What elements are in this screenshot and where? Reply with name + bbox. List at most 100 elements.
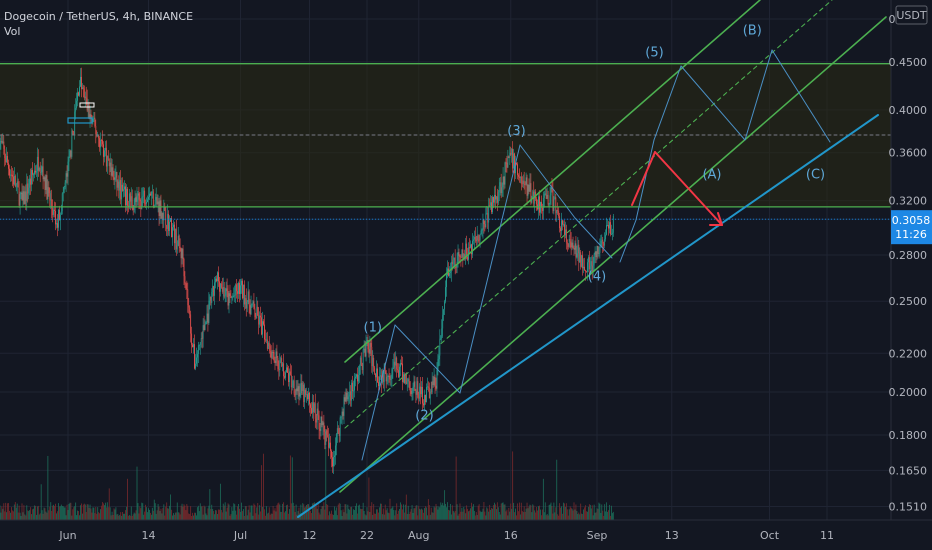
volume-bar [535, 512, 537, 520]
candle-body [305, 389, 307, 395]
candle-body [36, 156, 38, 172]
candle-body [6, 156, 8, 163]
projection-segment[interactable] [619, 219, 637, 263]
volume-bar [19, 512, 21, 520]
channel-lower-line[interactable] [339, 16, 887, 493]
volume-bar [556, 459, 558, 520]
trendline-drawings[interactable] [0, 0, 892, 518]
price-axis-panel[interactable] [891, 0, 932, 520]
candle-body [453, 257, 455, 260]
candle-body [165, 207, 167, 226]
volume-bar [346, 513, 348, 520]
volume-bar [33, 508, 34, 520]
forecast-arrow-down[interactable] [654, 151, 723, 226]
volume-bar [462, 511, 464, 520]
volume-bar [255, 513, 257, 520]
volume-bar [442, 502, 444, 520]
volume-bar [200, 506, 202, 520]
candle-body [265, 339, 267, 341]
forecast-arrow-up[interactable] [631, 151, 656, 206]
candle-body [538, 196, 539, 210]
candle-body [243, 284, 245, 305]
candle-body [7, 156, 9, 164]
candle-body [423, 403, 424, 406]
wave-segment[interactable] [361, 324, 396, 461]
volume-bar [247, 509, 249, 520]
volume-bar [172, 515, 173, 520]
projection-segment[interactable] [680, 65, 746, 141]
volume-bar [175, 512, 177, 520]
volume-bar [479, 510, 481, 520]
candle-body [504, 162, 506, 185]
candle-body [119, 179, 121, 191]
candle-body [597, 245, 599, 254]
candle-body [153, 204, 155, 207]
volume-bar [421, 508, 423, 520]
volume-bar [46, 512, 48, 520]
wave-segment[interactable] [459, 144, 521, 394]
candle-body [377, 368, 378, 383]
volume-bar [552, 513, 554, 520]
volume-legend[interactable]: Vol [4, 25, 21, 38]
price-marker[interactable] [79, 102, 95, 108]
volume-bar [179, 514, 181, 520]
wave-segment[interactable] [394, 324, 461, 394]
time-axis-panel[interactable] [0, 520, 932, 550]
candle-body [173, 224, 174, 228]
volume-bar [370, 505, 372, 520]
candle-body [458, 252, 460, 256]
volume-bar [380, 503, 381, 520]
candle-body [376, 368, 377, 378]
candle-body [382, 370, 384, 382]
candle-body [568, 238, 570, 247]
candle-body [88, 103, 90, 120]
volume-bar [420, 509, 422, 520]
volume-bar [64, 507, 66, 520]
candle-body [98, 135, 100, 139]
candle-body [434, 376, 436, 386]
projection-segment[interactable] [771, 49, 831, 143]
channel-upper-line[interactable] [344, 0, 761, 363]
volume-bar [569, 506, 571, 520]
volume-bar [186, 504, 188, 520]
channel-mid-line[interactable] [344, 0, 833, 429]
candle-body [585, 270, 586, 272]
volume-bar [542, 478, 544, 520]
candle-body [154, 199, 156, 205]
volume-bar [36, 506, 38, 520]
volume-bar [263, 453, 264, 520]
support-trendline[interactable] [297, 114, 879, 518]
volume-bar [32, 509, 33, 520]
forecast-arrowhead-b[interactable] [717, 212, 723, 226]
projection-segment[interactable] [635, 139, 655, 221]
volume-bar [79, 515, 80, 520]
volume-bar [37, 505, 39, 520]
price-marker[interactable] [67, 117, 93, 124]
volume-bar [196, 507, 198, 520]
candle-body [436, 369, 438, 389]
volume-bar [450, 514, 452, 520]
candle-body [237, 291, 239, 294]
volume-bar [48, 510, 50, 520]
candle-body [217, 272, 218, 282]
volume-bar [297, 511, 299, 520]
volume-bar [418, 505, 420, 520]
projection-segment[interactable] [653, 65, 682, 141]
volume-bar [256, 507, 258, 520]
candle-body [33, 174, 34, 176]
wave-segment[interactable] [519, 144, 576, 219]
wave-segment[interactable] [574, 217, 613, 259]
symbol-title[interactable]: Dogecoin / TetherUS, 4h, BINANCE [4, 10, 194, 23]
projection-segment[interactable] [744, 49, 773, 141]
candle-body [309, 392, 310, 405]
candle-body [297, 386, 299, 392]
volume-bar [319, 514, 321, 520]
volume-bar [563, 502, 564, 520]
candle-body [283, 363, 285, 377]
volume-bar [63, 507, 65, 520]
candle-body [473, 237, 475, 240]
candle-body [0, 140, 2, 142]
candle-body [494, 194, 495, 203]
currency-badge[interactable]: USDT [895, 5, 928, 25]
